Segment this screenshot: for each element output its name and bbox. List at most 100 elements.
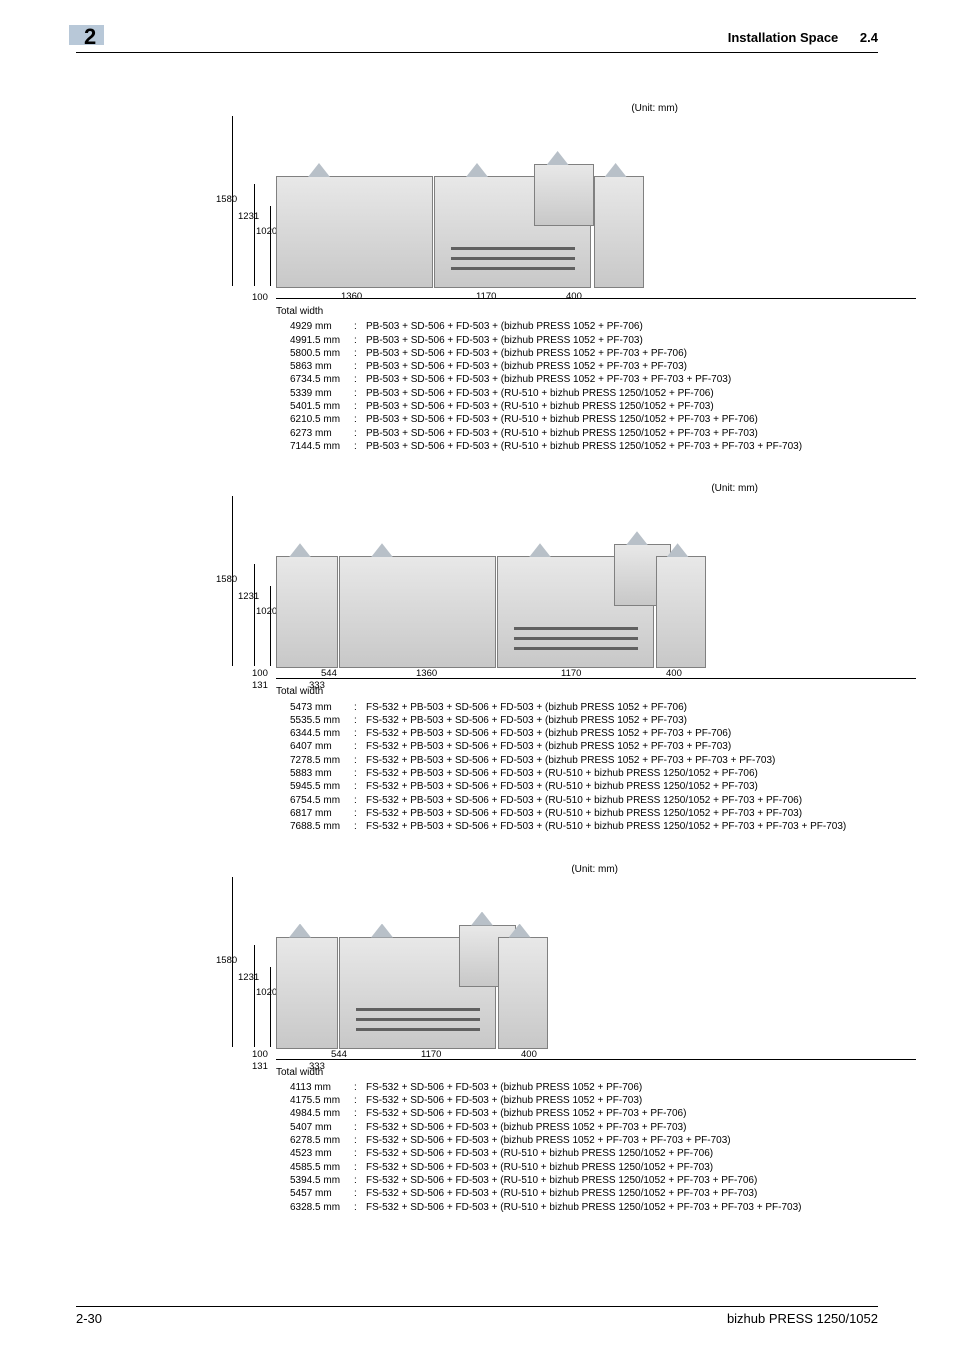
width-value: 4929 mm [290, 320, 354, 333]
width-desc: FS-532 + PB-503 + SD-506 + FD-503 + (biz… [366, 754, 775, 767]
width-value: 6210.5 mm [290, 413, 354, 426]
table-row: 5473 mm:FS-532 + PB-503 + SD-506 + FD-50… [290, 701, 878, 714]
width-value: 5863 mm [290, 360, 354, 373]
diagram-3: 1580 1231 1020 100 131 544 333 1170 400 [226, 877, 878, 1055]
table-row: 5535.5 mm:FS-532 + PB-503 + SD-506 + FD-… [290, 714, 878, 727]
width-desc: FS-532 + SD-506 + FD-503 + (RU-510 + biz… [366, 1147, 713, 1160]
width-desc: FS-532 + SD-506 + FD-503 + (bizhub PRESS… [366, 1081, 642, 1094]
width-desc: FS-532 + PB-503 + SD-506 + FD-503 + (RU-… [366, 807, 802, 820]
table-row: 6344.5 mm:FS-532 + PB-503 + SD-506 + FD-… [290, 727, 878, 740]
width-value: 5339 mm [290, 387, 354, 400]
width-value: 6278.5 mm [290, 1134, 354, 1147]
width-desc: FS-532 + SD-506 + FD-503 + (bizhub PRESS… [366, 1094, 642, 1107]
width-desc: FS-532 + PB-503 + SD-506 + FD-503 + (biz… [366, 740, 731, 753]
footer-product: bizhub PRESS 1250/1052 [727, 1311, 878, 1326]
width-value: 6344.5 mm [290, 727, 354, 740]
table-row: 7688.5 mm:FS-532 + PB-503 + SD-506 + FD-… [290, 820, 878, 833]
unit-label: (Unit: mm) [226, 864, 878, 875]
width-value: 5535.5 mm [290, 714, 354, 727]
table-row: 4991.5 mm:PB-503 + SD-506 + FD-503 + (bi… [290, 334, 878, 347]
width-value: 6273 mm [290, 427, 354, 440]
width-desc: FS-532 + SD-506 + FD-503 + (RU-510 + biz… [366, 1161, 713, 1174]
width-desc: PB-503 + SD-506 + FD-503 + (bizhub PRESS… [366, 320, 643, 333]
width-desc: FS-532 + PB-503 + SD-506 + FD-503 + (RU-… [366, 780, 758, 793]
figure-3: (Unit: mm) 1580 1231 1020 100 131 544 33… [226, 864, 878, 1214]
table-row: 4929 mm:PB-503 + SD-506 + FD-503 + (bizh… [290, 320, 878, 333]
table-row: 6734.5 mm:PB-503 + SD-506 + FD-503 + (bi… [290, 373, 878, 386]
table-row: 4113 mm:FS-532 + SD-506 + FD-503 + (bizh… [290, 1081, 878, 1094]
width-desc: FS-532 + SD-506 + FD-503 + (RU-510 + biz… [366, 1187, 757, 1200]
unit-label: (Unit: mm) [226, 103, 878, 114]
chapter-number: 2 [84, 24, 96, 50]
width-desc: FS-532 + PB-503 + SD-506 + FD-503 + (biz… [366, 714, 687, 727]
table-row: 5945.5 mm:FS-532 + PB-503 + SD-506 + FD-… [290, 780, 878, 793]
width-value: 6407 mm [290, 740, 354, 753]
rows-container-1: 4929 mm:PB-503 + SD-506 + FD-503 + (bizh… [276, 320, 878, 453]
width-desc: FS-532 + SD-506 + FD-503 + (bizhub PRESS… [366, 1134, 731, 1147]
width-value: 7144.5 mm [290, 440, 354, 453]
table-row: 6754.5 mm:FS-532 + PB-503 + SD-506 + FD-… [290, 794, 878, 807]
table-row: 6328.5 mm:FS-532 + SD-506 + FD-503 + (RU… [290, 1201, 878, 1214]
table-row: 5339 mm:PB-503 + SD-506 + FD-503 + (RU-5… [290, 387, 878, 400]
width-desc: PB-503 + SD-506 + FD-503 + (bizhub PRESS… [366, 360, 687, 373]
width-desc: FS-532 + PB-503 + SD-506 + FD-503 + (RU-… [366, 794, 802, 807]
header-section: 2.4 [860, 30, 878, 45]
table-row: 5883 mm:FS-532 + PB-503 + SD-506 + FD-50… [290, 767, 878, 780]
width-value: 4984.5 mm [290, 1107, 354, 1120]
width-desc: PB-503 + SD-506 + FD-503 + (RU-510 + biz… [366, 427, 758, 440]
diagram-1: 1580 1231 1020 100 1360 1170 400 [226, 116, 878, 294]
table-row: 6407 mm:FS-532 + PB-503 + SD-506 + FD-50… [290, 740, 878, 753]
width-value: 6734.5 mm [290, 373, 354, 386]
table-row: 5394.5 mm:FS-532 + SD-506 + FD-503 + (RU… [290, 1174, 878, 1187]
width-desc: FS-532 + PB-503 + SD-506 + FD-503 + (RU-… [366, 767, 758, 780]
page-header: 2 Installation Space 2.4 [76, 30, 878, 53]
table-row: 5800.5 mm:PB-503 + SD-506 + FD-503 + (bi… [290, 347, 878, 360]
width-value: 5473 mm [290, 701, 354, 714]
table-row: 5407 mm:FS-532 + SD-506 + FD-503 + (bizh… [290, 1121, 878, 1134]
width-value: 5407 mm [290, 1121, 354, 1134]
table-row: 7278.5 mm:FS-532 + PB-503 + SD-506 + FD-… [290, 754, 878, 767]
width-desc: PB-503 + SD-506 + FD-503 + (RU-510 + biz… [366, 440, 802, 453]
table-row: 7144.5 mm:PB-503 + SD-506 + FD-503 + (RU… [290, 440, 878, 453]
width-value: 5457 mm [290, 1187, 354, 1200]
unit-label: (Unit: mm) [226, 483, 878, 494]
total-width-block-1: Total width 4929 mm:PB-503 + SD-506 + FD… [276, 305, 878, 453]
width-desc: PB-503 + SD-506 + FD-503 + (RU-510 + biz… [366, 413, 758, 426]
table-row: 5863 mm:PB-503 + SD-506 + FD-503 + (bizh… [290, 360, 878, 373]
width-desc: FS-532 + SD-506 + FD-503 + (RU-510 + biz… [366, 1201, 802, 1214]
width-desc: PB-503 + SD-506 + FD-503 + (RU-510 + biz… [366, 400, 714, 413]
width-value: 4175.5 mm [290, 1094, 354, 1107]
width-desc: FS-532 + SD-506 + FD-503 + (bizhub PRESS… [366, 1121, 686, 1134]
width-value: 4523 mm [290, 1147, 354, 1160]
table-row: 6210.5 mm:PB-503 + SD-506 + FD-503 + (RU… [290, 413, 878, 426]
width-desc: PB-503 + SD-506 + FD-503 + (RU-510 + biz… [366, 387, 714, 400]
width-value: 6328.5 mm [290, 1201, 354, 1214]
width-desc: FS-532 + SD-506 + FD-503 + (bizhub PRESS… [366, 1107, 686, 1120]
figure-2: (Unit: mm) 1580 1231 1020 100 131 544 33… [226, 483, 878, 833]
table-row: 6817 mm:FS-532 + PB-503 + SD-506 + FD-50… [290, 807, 878, 820]
width-desc: FS-532 + PB-503 + SD-506 + FD-503 + (biz… [366, 727, 731, 740]
total-width-block-2: Total width 5473 mm:FS-532 + PB-503 + SD… [276, 685, 878, 833]
table-row: 4175.5 mm:FS-532 + SD-506 + FD-503 + (bi… [290, 1094, 878, 1107]
width-value: 5401.5 mm [290, 400, 354, 413]
table-row: 4523 mm:FS-532 + SD-506 + FD-503 + (RU-5… [290, 1147, 878, 1160]
footer-page: 2-30 [76, 1311, 102, 1326]
width-value: 5800.5 mm [290, 347, 354, 360]
width-desc: PB-503 + SD-506 + FD-503 + (bizhub PRESS… [366, 373, 731, 386]
chapter-badge: 2 [76, 30, 118, 50]
table-row: 6278.5 mm:FS-532 + SD-506 + FD-503 + (bi… [290, 1134, 878, 1147]
width-value: 4585.5 mm [290, 1161, 354, 1174]
width-value: 5394.5 mm [290, 1174, 354, 1187]
rows-container-2: 5473 mm:FS-532 + PB-503 + SD-506 + FD-50… [276, 701, 878, 834]
table-row: 4585.5 mm:FS-532 + SD-506 + FD-503 + (RU… [290, 1161, 878, 1174]
header-right: Installation Space 2.4 [728, 30, 878, 45]
figure-1: (Unit: mm) 1580 1231 1020 100 1360 1170 … [226, 103, 878, 453]
width-value: 5945.5 mm [290, 780, 354, 793]
width-value: 5883 mm [290, 767, 354, 780]
width-desc: PB-503 + SD-506 + FD-503 + (bizhub PRESS… [366, 334, 643, 347]
table-row: 5457 mm:FS-532 + SD-506 + FD-503 + (RU-5… [290, 1187, 878, 1200]
width-desc: PB-503 + SD-506 + FD-503 + (bizhub PRESS… [366, 347, 687, 360]
width-value: 4991.5 mm [290, 334, 354, 347]
table-row: 4984.5 mm:FS-532 + SD-506 + FD-503 + (bi… [290, 1107, 878, 1120]
table-row: 6273 mm:PB-503 + SD-506 + FD-503 + (RU-5… [290, 427, 878, 440]
